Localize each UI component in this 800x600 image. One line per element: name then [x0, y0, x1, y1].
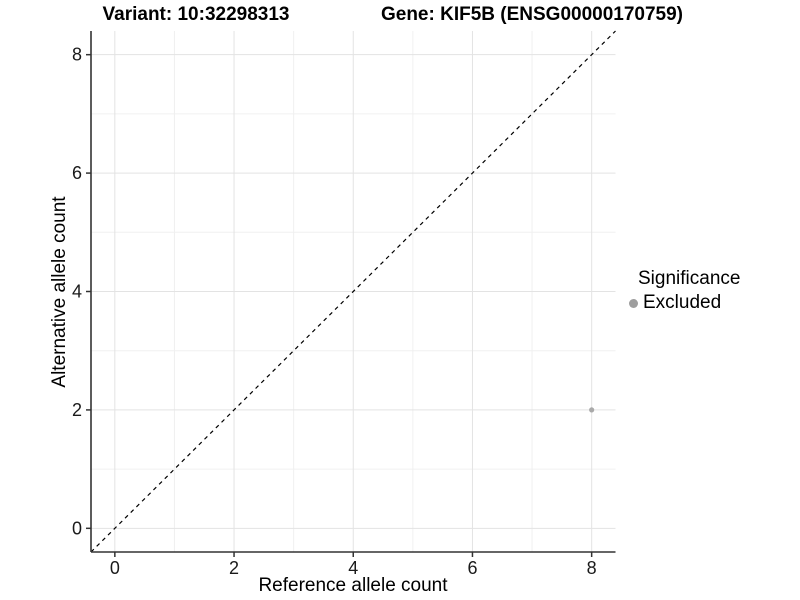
x-tick-label: 4 [348, 558, 358, 578]
plot-title-gene: Gene: KIF5B (ENSG00000170759) [380, 4, 684, 25]
y-axis-title: Alternative allele count [49, 196, 70, 388]
x-tick-label: 6 [467, 558, 477, 578]
x-axis-title: Reference allele count [258, 575, 448, 596]
data-point [589, 407, 595, 413]
y-tick-label: 0 [72, 518, 82, 538]
legend-item-excluded: Excluded [629, 292, 799, 314]
legend-item-label: Excluded [643, 292, 722, 313]
plot-title-variant: Variant: 10:32298313 [102, 4, 290, 25]
x-tick-label: 0 [110, 558, 120, 578]
y-tick-label: 6 [72, 163, 82, 183]
legend-swatch-excluded-icon [629, 298, 638, 308]
y-tick-label: 4 [72, 282, 82, 302]
legend-title: Significance [638, 268, 741, 289]
x-tick-label: 8 [587, 558, 597, 578]
y-tick-label: 8 [72, 45, 82, 65]
legend: Significance Excluded [629, 268, 799, 314]
y-tick-label: 2 [72, 400, 82, 420]
identity-line [90, 30, 616, 553]
x-tick-label: 2 [229, 558, 239, 578]
